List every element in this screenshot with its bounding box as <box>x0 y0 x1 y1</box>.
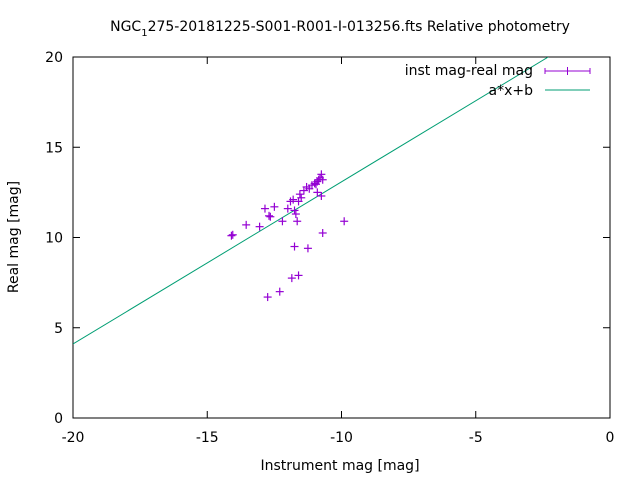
x-tick: -5 <box>469 57 483 446</box>
fit-line-series <box>73 57 549 345</box>
data-point <box>303 244 312 253</box>
data-point <box>278 217 287 226</box>
y-tick: 0 <box>54 411 610 427</box>
data-point <box>317 191 326 200</box>
x-axis-ticks: -20 -15 -10 -5 0 <box>62 57 615 446</box>
data-point <box>340 217 349 226</box>
data-point <box>318 175 327 184</box>
data-point <box>290 206 299 215</box>
data-point <box>283 204 292 213</box>
y-tick-label: 15 <box>45 140 63 156</box>
y-axis-label: Real mag [mag] <box>6 181 22 293</box>
data-point <box>318 228 327 237</box>
data-point <box>289 195 298 204</box>
data-point <box>265 211 274 220</box>
x-tick-label: -15 <box>196 430 219 446</box>
data-point <box>260 204 269 213</box>
data-point <box>297 193 306 202</box>
data-point <box>227 231 236 240</box>
x-tick-label: -5 <box>469 430 483 446</box>
data-point <box>291 210 300 219</box>
x-tick-label: 0 <box>606 430 615 446</box>
y-tick: 15 <box>45 140 610 156</box>
y-tick-label: 10 <box>45 231 63 247</box>
x-tick: -10 <box>330 57 353 446</box>
chart-title: NGC1275-20181225-S001-R001-I-013256.fts … <box>110 19 570 39</box>
x-tick: -20 <box>62 57 85 446</box>
data-point <box>290 242 299 251</box>
x-tick-label: -10 <box>330 430 353 446</box>
legend: inst mag-real mag a*x+b <box>405 63 591 99</box>
y-tick-label: 20 <box>45 50 63 66</box>
data-point <box>228 230 237 239</box>
data-point <box>293 217 302 226</box>
y-tick: 20 <box>45 50 610 66</box>
y-axis-ticks: 0 5 10 15 20 <box>45 50 610 427</box>
data-points-series <box>227 170 349 302</box>
data-point <box>295 190 304 199</box>
data-point <box>294 271 303 280</box>
legend-marker-points <box>544 67 591 75</box>
fit-line <box>73 57 549 345</box>
data-point <box>270 202 279 211</box>
data-point <box>242 220 251 229</box>
y-tick-label: 0 <box>54 411 63 427</box>
y-tick-label: 5 <box>54 321 63 337</box>
data-point <box>263 293 272 302</box>
data-point <box>287 274 296 283</box>
x-tick: 0 <box>606 57 615 446</box>
x-tick-label: -20 <box>62 430 85 446</box>
legend-label-points: inst mag-real mag <box>405 63 533 79</box>
data-point <box>317 170 326 179</box>
y-tick: 5 <box>54 321 610 337</box>
data-point <box>255 222 264 231</box>
y-tick: 10 <box>45 231 610 247</box>
data-point <box>313 188 322 197</box>
x-axis-label: Instrument mag [mag] <box>260 458 419 474</box>
data-point <box>266 212 275 221</box>
plot-frame <box>72 56 611 419</box>
data-point <box>275 287 284 296</box>
legend-label-fit-line: a*x+b <box>489 83 534 99</box>
x-tick: -15 <box>196 57 219 446</box>
